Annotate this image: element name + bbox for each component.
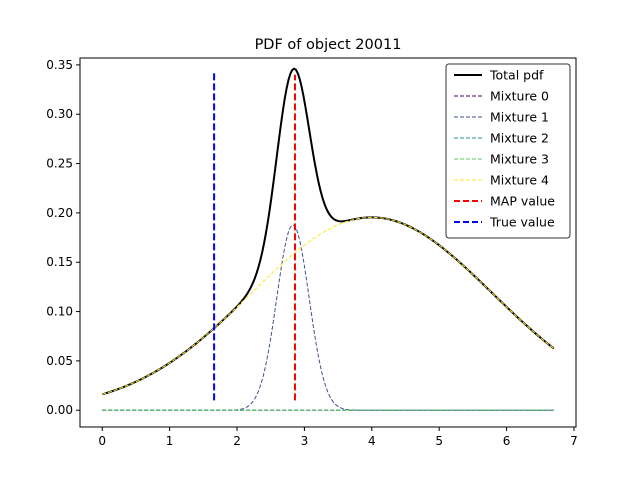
plot-curves xyxy=(101,67,555,411)
x-tick-label: 5 xyxy=(435,434,443,448)
x-tick-label: 6 xyxy=(503,434,511,448)
series-mixture-1 xyxy=(102,224,554,411)
x-tick-label: 2 xyxy=(233,434,241,448)
legend-label: Mixture 3 xyxy=(490,152,549,167)
y-tick-label: 0.30 xyxy=(46,107,73,121)
legend-label: Total pdf xyxy=(489,68,544,83)
axes-frame xyxy=(79,57,577,428)
legend-label: MAP value xyxy=(490,194,555,209)
legend-label: Mixture 2 xyxy=(490,131,549,146)
chart-title: PDF of object 20011 xyxy=(255,37,402,53)
x-tick-label: 3 xyxy=(301,434,309,448)
y-tick-label: 0.10 xyxy=(46,305,73,319)
y-tick-label: 0.05 xyxy=(46,354,73,368)
x-tick-label: 7 xyxy=(570,434,578,448)
y-tick-label: 0.20 xyxy=(46,206,73,220)
legend-label: Mixture 0 xyxy=(490,89,549,104)
x-tick-label: 1 xyxy=(166,434,174,448)
y-tick-label: 0.35 xyxy=(46,58,73,72)
series-mixture-4 xyxy=(102,216,555,395)
x-tick-label: 0 xyxy=(98,434,106,448)
x-tick-label: 4 xyxy=(368,434,376,448)
y-tick-label: 0.25 xyxy=(46,157,73,171)
axis-ticks: 0 1 2 3 4 5 6 7 0.00 0.05 0.10 0.15 0.20 0.25 0.30 0.35 xyxy=(46,58,578,448)
legend-label: True value xyxy=(489,215,555,230)
legend-box xyxy=(445,63,571,239)
legend: Total pdf Mixture 0 Mixture 1 Mixture 2 Mixt… xyxy=(445,63,571,239)
legend-label: Mixture 4 xyxy=(490,173,549,188)
y-tick-label: 0.15 xyxy=(46,255,73,269)
legend-label: Mixture 1 xyxy=(490,110,549,125)
y-tick-label: 0.00 xyxy=(46,403,73,417)
